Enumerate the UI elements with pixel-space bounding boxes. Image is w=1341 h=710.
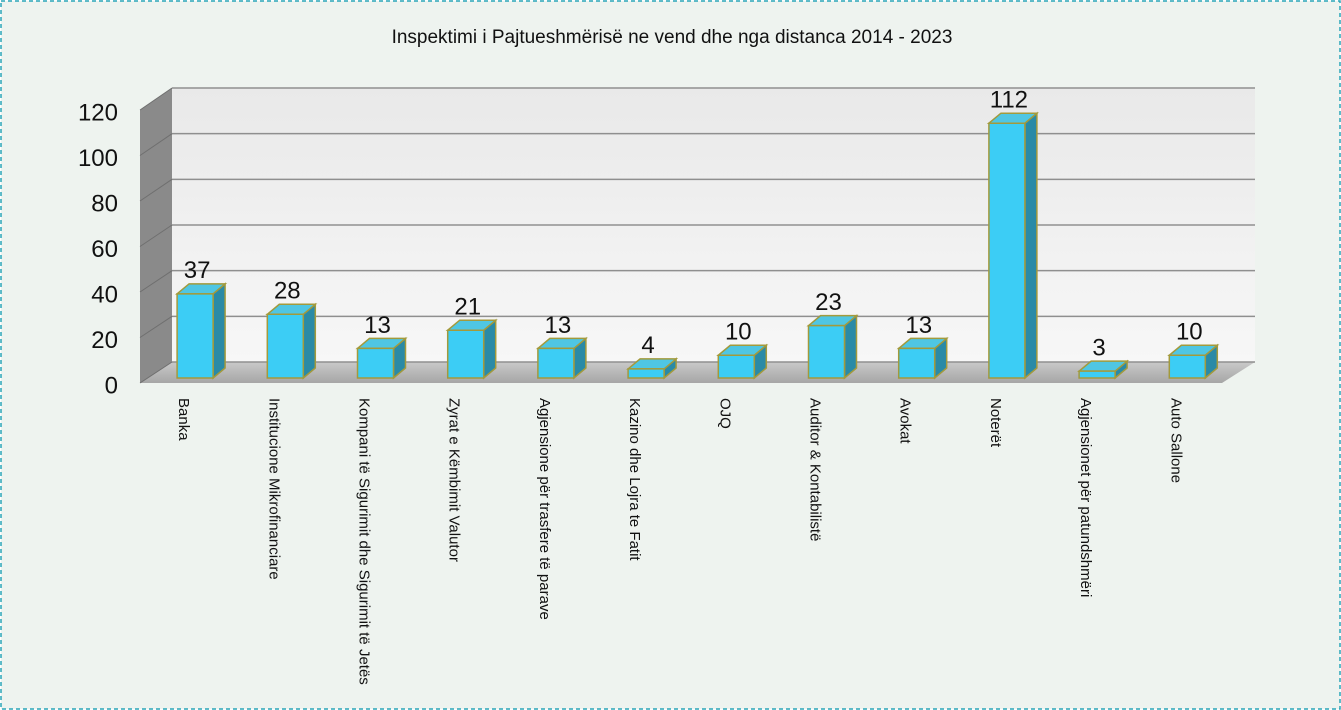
bar xyxy=(1167,343,1220,380)
value-label: 23 xyxy=(815,289,842,316)
bar-face xyxy=(266,313,305,379)
x-tick-label: Avokat xyxy=(897,398,914,444)
value-label: 13 xyxy=(905,312,932,339)
bar xyxy=(535,336,588,380)
y-tick-label: 80 xyxy=(91,190,118,217)
bar xyxy=(445,318,498,380)
bar-face xyxy=(807,324,846,379)
value-label: 4 xyxy=(641,332,654,359)
bar xyxy=(175,282,228,380)
x-tick-label: Zyrat e Këmbimit Valutor xyxy=(446,398,463,562)
y-tick-label: 120 xyxy=(78,99,118,126)
value-label: 10 xyxy=(1176,319,1203,346)
bar xyxy=(1077,359,1130,380)
chart-title: Inspektimi i Pajtueshmërisë ne vend dhe … xyxy=(392,27,953,48)
bar-face xyxy=(988,122,1026,379)
y-tick-label: 100 xyxy=(78,145,118,172)
bar-face xyxy=(627,368,665,379)
y-tick-label: 40 xyxy=(91,281,118,308)
value-label: 3 xyxy=(1092,335,1105,362)
grid-line xyxy=(139,315,173,338)
x-tick-label: Auditor & Kontabilistë xyxy=(807,398,824,541)
bar-face xyxy=(212,282,226,380)
y-tick-label: 20 xyxy=(91,327,118,354)
value-label: 37 xyxy=(184,257,211,284)
grid-line xyxy=(139,178,173,202)
bar-face xyxy=(446,329,485,379)
y-tick-label: 0 xyxy=(105,372,118,399)
grid-line xyxy=(139,361,173,384)
y-tick-label: 60 xyxy=(91,236,118,263)
bar-face xyxy=(1168,354,1207,379)
grid-line xyxy=(139,87,173,111)
bar-face xyxy=(897,347,936,379)
value-label: 112 xyxy=(990,87,1028,114)
bar xyxy=(896,336,949,380)
value-label: 21 xyxy=(454,294,481,321)
x-tick-label: Auto Sallone xyxy=(1167,398,1184,483)
floor xyxy=(140,362,1255,383)
value-label: 13 xyxy=(545,312,572,339)
x-tick-label: Kompani të Sigurimit dhe Sigurimit të Je… xyxy=(356,398,373,685)
bar xyxy=(355,336,408,380)
bar-face xyxy=(356,347,395,379)
x-tick-label: Agjensione për trasfere të parave xyxy=(536,398,553,620)
x-tick-label: OJQ xyxy=(716,398,733,429)
bar xyxy=(716,343,769,380)
value-label: 13 xyxy=(364,312,391,339)
bar xyxy=(986,111,1039,380)
value-label: 28 xyxy=(274,278,301,305)
grid-line xyxy=(139,224,173,247)
grid-line xyxy=(139,270,173,293)
bar xyxy=(806,314,859,380)
bar xyxy=(265,302,318,380)
x-tick-label: Institucione Mikrofinanciare xyxy=(265,398,282,580)
x-tick-label: Agjensionet për patundshmëri xyxy=(1077,398,1094,597)
value-label: 10 xyxy=(725,319,752,346)
bar-face xyxy=(302,302,317,380)
bar-face xyxy=(717,354,756,379)
x-tick-label: Banka xyxy=(175,398,192,441)
grid-line xyxy=(139,133,173,156)
bar-face xyxy=(1078,370,1116,379)
bar-face xyxy=(176,293,214,379)
x-tick-label: Kazino dhe Lojra te Fatit xyxy=(626,398,643,561)
bar xyxy=(626,357,679,380)
bar-face xyxy=(537,347,575,379)
bar-face xyxy=(1024,111,1038,380)
x-tick-label: Noterët xyxy=(987,398,1004,448)
